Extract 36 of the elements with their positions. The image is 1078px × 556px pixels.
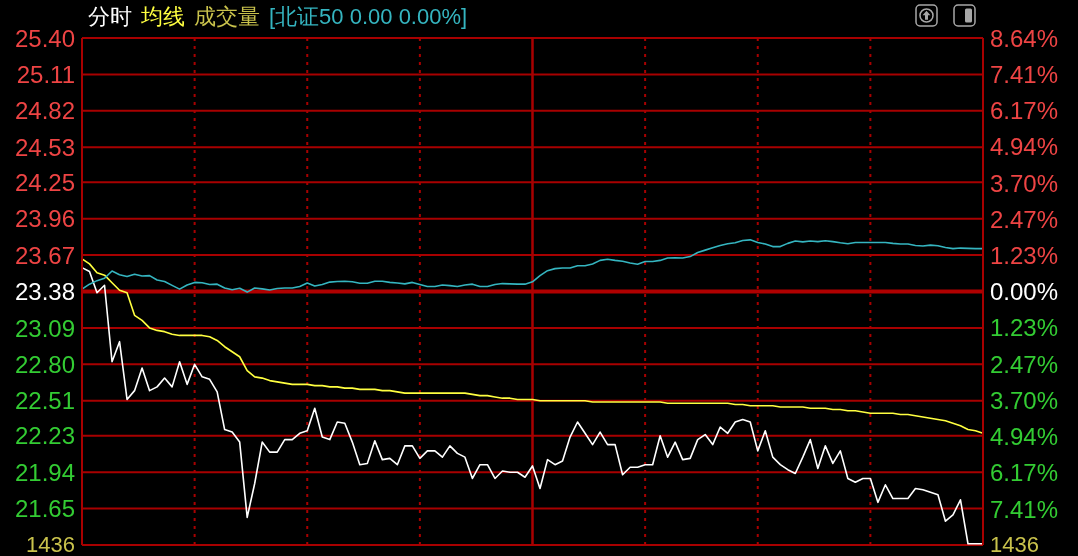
y2-tick-label: 0.00%: [990, 278, 1059, 306]
text: 1436: [990, 532, 1039, 556]
y2-tick-label: 4.94%: [990, 423, 1059, 451]
text: 均线: [141, 3, 185, 31]
y2-tick-label: 8.64%: [990, 24, 1059, 52]
y2-tick-label: 7.41%: [990, 495, 1059, 523]
y2-tick-label: 1.23%: [990, 314, 1059, 342]
y2-tick-label: 3.70%: [990, 169, 1059, 197]
y2-tick-label: 4.94%: [990, 133, 1059, 161]
y2-tick-label: 7.41%: [990, 60, 1059, 88]
y2-tick-label: 3.70%: [990, 386, 1059, 414]
y-tick-label: 22.23: [14, 422, 75, 450]
text: 成交量: [194, 3, 260, 31]
y-tick-label: 22.80: [14, 350, 75, 378]
line-series: [81, 258, 984, 435]
line-series: [81, 239, 984, 293]
y2-tick-label: 1.23%: [990, 242, 1059, 270]
y2-tick-label: 6.17%: [990, 459, 1059, 487]
y-tick-label: 23.38: [14, 278, 75, 306]
text: [北证50 0.00 0.00%]: [269, 3, 468, 31]
y-tick-label: 22.51: [14, 387, 75, 415]
y-tick-label: 24.82: [14, 97, 75, 125]
y-tick-label: 25.40: [14, 24, 75, 52]
y-tick-label: 24.53: [14, 133, 75, 161]
y-tick-label: 21.65: [14, 495, 75, 523]
y2-tick-label: 6.17%: [990, 97, 1059, 125]
text: 分时: [88, 3, 132, 31]
y2-tick-label: 2.47%: [990, 205, 1059, 233]
y2-tick-label: 2.47%: [990, 350, 1059, 378]
y-tick-label: 23.09: [14, 314, 75, 342]
y-tick-label: 24.25: [14, 168, 75, 196]
y-tick-label: 23.96: [14, 205, 75, 233]
y-tick-label: 23.67: [14, 241, 75, 269]
text: 1436: [26, 532, 75, 556]
y-tick-label: 21.94: [14, 458, 75, 486]
y-tick-label: 25.11: [16, 61, 75, 89]
